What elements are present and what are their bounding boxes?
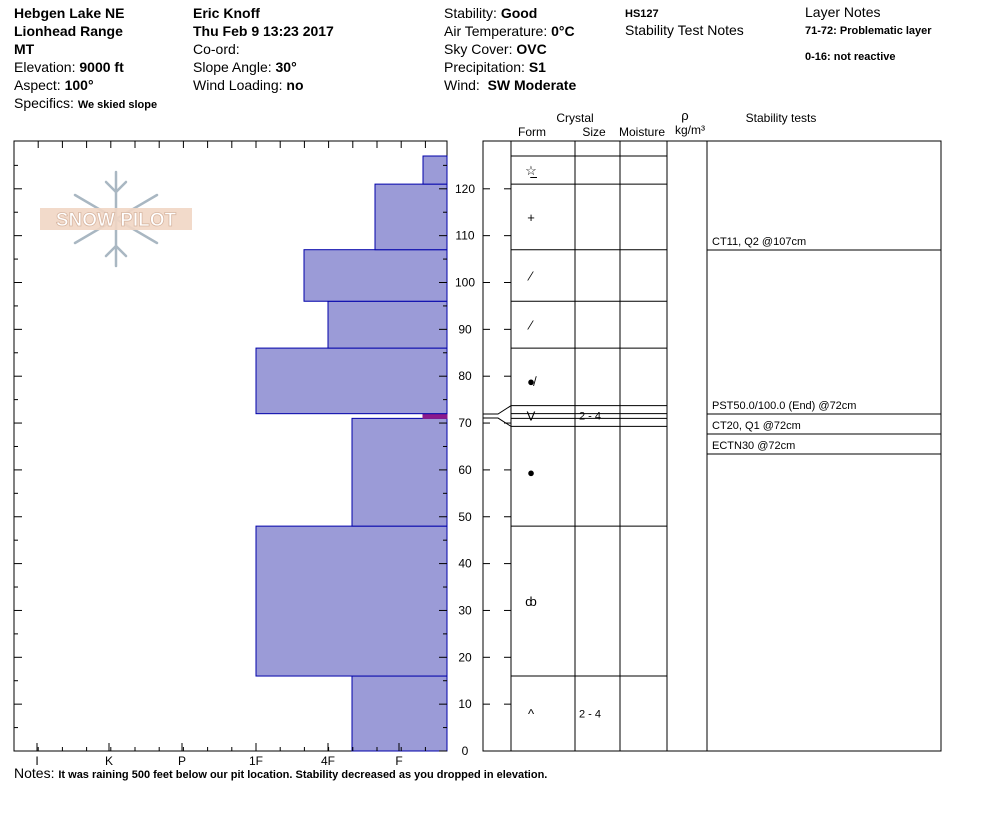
hardness-tick-label: F — [395, 754, 402, 768]
stability-test-result: CT20, Q1 @72cm — [712, 420, 801, 432]
stability-test-result: CT11, Q2 @107cm — [712, 236, 806, 248]
observer-name: Eric Knoff — [193, 5, 260, 21]
header-density-unit: kg/m³ — [675, 123, 705, 137]
depth-axis: 0 10 20 30 40 50 60 70 80 90 100 110 120 — [14, 164, 511, 758]
state-name: MT — [14, 41, 35, 57]
elevation-label: Elevation: — [14, 59, 76, 75]
stability-label: Stability: — [444, 5, 497, 21]
air-temp-label: Air Temperature: — [444, 23, 548, 39]
grain-form-symbol: ⁄ — [527, 318, 534, 333]
grain-form-symbol: ●̸ — [527, 374, 537, 389]
depth-tick-label: 120 — [455, 182, 475, 196]
grain-size: 2 - 4 — [579, 411, 601, 423]
hardness-bar — [255, 347, 448, 415]
header-col-observer: Eric Knoff Thu Feb 9 13:23 2017 Co-ord: … — [193, 4, 334, 94]
header-size: Size — [582, 125, 606, 139]
wind-value: SW Moderate — [487, 77, 577, 93]
depth-tick-label: 50 — [458, 510, 472, 524]
coord-label: Co-ord: — [193, 41, 240, 57]
wind-loading-value: no — [286, 77, 304, 93]
grain-form-symbol: + — [527, 210, 535, 225]
hardness-bar — [303, 249, 448, 302]
hardness-bar — [255, 525, 448, 677]
hardness-tick-label: 4F — [321, 754, 335, 768]
hardness-tick-label: 1F — [249, 754, 263, 768]
notes-label: Notes: — [14, 765, 55, 781]
aspect-label: Aspect: — [14, 77, 61, 93]
depth-tick-label: 0 — [462, 744, 469, 758]
weak-layer-connector — [483, 417, 512, 427]
header-col-weather: Stability: Good Air Temperature: 0°C Sky… — [444, 4, 576, 94]
hardness-x-ticks: I K P 1F 4F F — [13, 141, 426, 768]
hardness-tick-label: P — [178, 754, 186, 768]
wind-loading-label: Wind Loading: — [193, 77, 283, 93]
location-name: Hebgen Lake NE — [14, 5, 125, 21]
slope-value: 30° — [275, 59, 297, 75]
layer-note-1: 71-72: Problematic layer — [805, 25, 932, 37]
aspect-value: 100° — [64, 77, 94, 93]
header-col-location: Hebgen Lake NE Lionhead Range MT Elevati… — [14, 4, 157, 114]
precip-value: S1 — [528, 59, 546, 75]
grain-form-symbol: ⁄ — [527, 268, 534, 283]
depth-tick-label: 60 — [458, 463, 472, 477]
elevation-value: 9000 ft — [79, 59, 124, 75]
layer-notes-title: Layer Notes — [805, 4, 881, 20]
sky-label: Sky Cover: — [444, 41, 513, 57]
layer-note-2: 0-16: not reactive — [805, 51, 896, 63]
grain-form-symbol: V — [527, 409, 536, 424]
stability-value: Good — [500, 5, 538, 21]
stability-test-result: ECTN30 @72cm — [712, 440, 795, 452]
depth-tick-label: 90 — [458, 322, 472, 336]
grain-size: 2 - 4 — [579, 709, 601, 721]
range-name: Lionhead Range — [14, 23, 123, 39]
layer-rows: ☆̲ + ⁄ ⁄ ●̸ V 2 - 4 ● ȸ ^ 2 - 4 — [483, 155, 667, 722]
hardness-tick-label: K — [105, 754, 113, 768]
depth-tick-label: 40 — [458, 557, 472, 571]
header-crystal: Crystal — [556, 111, 593, 125]
hardness-bar — [374, 183, 448, 251]
weak-layer-connector — [483, 405, 512, 415]
sky-value: OVC — [516, 41, 547, 57]
grain-form-symbol: ☆̲ — [525, 163, 538, 178]
grain-form-symbol: ● — [527, 465, 535, 480]
stability-test-result: PST50.0/100.0 (End) @72cm — [712, 400, 856, 412]
observation-datetime: Thu Feb 9 13:23 2017 — [193, 23, 334, 39]
layers-table-frame — [482, 140, 942, 752]
header-rho: ρ — [681, 108, 688, 123]
air-temp-value: 0°C — [551, 23, 575, 39]
grain-form-symbol: ^ — [528, 707, 535, 722]
depth-tick-label: 80 — [458, 369, 472, 383]
grain-form-symbol: ȸ — [525, 594, 537, 609]
hardness-tick-label: I — [35, 754, 38, 768]
hardness-bar — [351, 675, 448, 752]
hardness-bar — [327, 300, 448, 349]
specifics-label: Specifics: — [14, 95, 74, 111]
depth-tick-label: 30 — [458, 603, 472, 617]
hardness-bar — [422, 413, 448, 419]
header-stability-tests: Stability tests — [746, 111, 817, 125]
header-moisture: Moisture — [619, 125, 665, 139]
notes-text: It was raining 500 feet below our pit lo… — [58, 769, 548, 781]
depth-tick-label: 10 — [458, 697, 472, 711]
stability-test-rows: CT11, Q2 @107cm PST50.0/100.0 (End) @72cm… — [707, 236, 941, 455]
specifics-value: We skied slope — [77, 99, 158, 111]
depth-tick-label: 20 — [458, 650, 472, 664]
header-form: Form — [518, 125, 546, 139]
hardness-bar — [422, 155, 448, 185]
hardness-bars — [255, 155, 448, 752]
notes-section: Notes: It was raining 500 feet below our… — [14, 765, 547, 781]
depth-tick-label: 100 — [455, 276, 475, 290]
hs-value: HS127 — [625, 8, 659, 20]
depth-tick-label: 110 — [455, 229, 474, 243]
precip-label: Precipitation: — [444, 59, 525, 75]
hardness-bar — [351, 417, 448, 527]
slope-label: Slope Angle: — [193, 59, 272, 75]
depth-tick-label: 70 — [458, 416, 472, 430]
stability-test-notes-title: Stability Test Notes — [625, 22, 744, 38]
wind-label: Wind: — [444, 77, 480, 93]
